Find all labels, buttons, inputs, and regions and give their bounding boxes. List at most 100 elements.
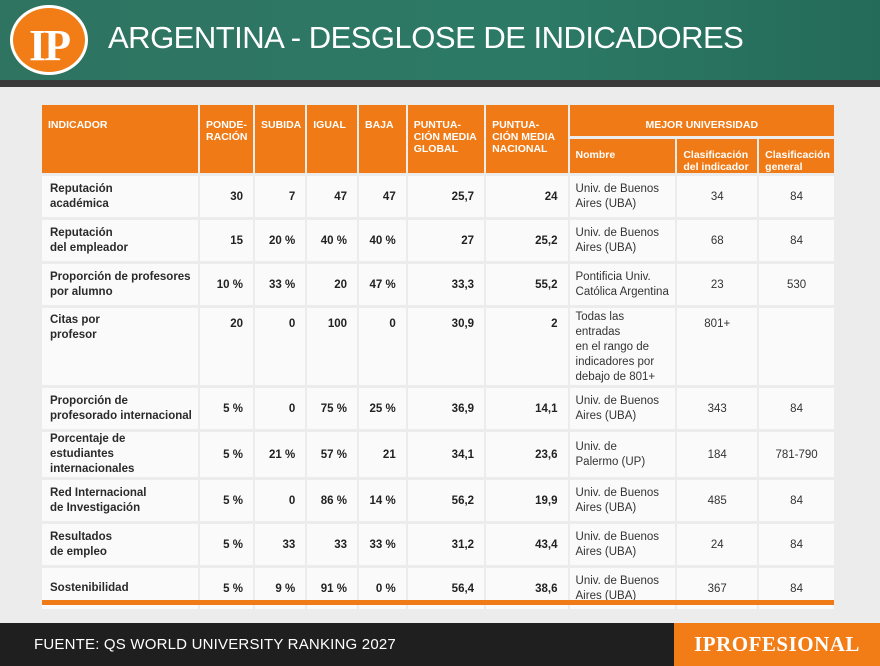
header-nacional: PUNTUA- CIÓN MEDIA NACIONAL <box>486 105 568 173</box>
cell-nombre: Univ. de Buenos Aires (UBA) <box>569 176 676 217</box>
cell-ponderacion: 5 % <box>200 480 253 521</box>
header-global: PUNTUA- CIÓN MEDIA GLOBAL <box>407 105 485 173</box>
header-divider <box>0 80 880 87</box>
cell-igual: 47 <box>307 176 357 217</box>
cell-ponderacion: 5 % <box>200 432 253 477</box>
cell-clas-general: 781-790 <box>759 432 834 477</box>
cell-clas-general: 84 <box>759 220 834 261</box>
header-clas-indicador: Clasificación del indicador <box>677 139 758 173</box>
table-row: Citas por profesor 20 0 100 0 30,9 2 Todas las … <box>42 308 834 385</box>
table-bottom-line <box>42 600 834 605</box>
cell-global: 33,3 <box>407 264 485 305</box>
table-row: Reputación académica 30 7 47 47 25,7 24 Univ. d… <box>42 176 834 217</box>
cell-indicador: Citas por profesor <box>42 308 199 385</box>
cell-indicador: Reputación del empleador <box>42 220 199 261</box>
cell-igual: 100 <box>307 308 357 385</box>
header-clas-general: Clasificación general <box>759 139 834 173</box>
cell-baja: 21 <box>359 432 406 477</box>
cell-clas-indicador: 184 <box>677 432 758 477</box>
header-subida: SUBIDA <box>254 105 306 173</box>
table-body: Reputación académica 30 7 47 47 25,7 24 Univ. d… <box>42 176 834 609</box>
cell-nacional: 24 <box>486 176 568 217</box>
ip-logo: IP <box>10 5 88 75</box>
header-indicador: INDICADOR <box>42 105 199 173</box>
cell-indicador: Proporción de profesores por alumno <box>42 264 199 305</box>
cell-subida: 0 <box>254 480 306 521</box>
table-row: Reputación del empleador 15 20 % 40 % 40 % 27… <box>42 220 834 261</box>
cell-subida: 7 <box>254 176 306 217</box>
cell-ponderacion: 5 % <box>200 388 253 429</box>
cell-clas-indicador: 34 <box>677 176 758 217</box>
cell-nacional: 14,1 <box>486 388 568 429</box>
cell-indicador: Proporción de profesorado internacional <box>42 388 199 429</box>
cell-baja: 47 <box>359 176 406 217</box>
cell-global: 34,1 <box>407 432 485 477</box>
cell-nombre: Univ. de Buenos Aires (UBA) <box>569 480 676 521</box>
cell-baja: 33 % <box>359 524 406 565</box>
table-row: Resultados de empleo 5 % 33 33 33 % 31,2 43,4 U… <box>42 524 834 565</box>
cell-indicador: Porcentaje de estudiantes internacionale… <box>42 432 199 477</box>
header-igual: IGUAL <box>307 105 357 173</box>
cell-nombre: Univ. de Palermo (UP) <box>569 432 676 477</box>
table-row: Proporción de profesorado internacional 5… <box>42 388 834 429</box>
cell-igual: 40 % <box>307 220 357 261</box>
cell-subida: 21 % <box>254 432 306 477</box>
logo-text: IP <box>29 21 71 70</box>
cell-ponderacion: 20 <box>200 308 253 385</box>
cell-nacional: 43,4 <box>486 524 568 565</box>
cell-nacional: 19,9 <box>486 480 568 521</box>
cell-baja: 40 % <box>359 220 406 261</box>
cell-ponderacion: 15 <box>200 220 253 261</box>
cell-clas-indicador: 24 <box>677 524 758 565</box>
cell-clas-indicador: 68 <box>677 220 758 261</box>
cell-indicador: Resultados de empleo <box>42 524 199 565</box>
cell-nacional: 25,2 <box>486 220 568 261</box>
footer-bar: FUENTE: QS WORLD UNIVERSITY RANKING 2027… <box>0 623 880 666</box>
cell-igual: 57 % <box>307 432 357 477</box>
cell-global: 25,7 <box>407 176 485 217</box>
cell-clas-indicador: 801+ <box>677 308 758 385</box>
cell-clas-general: 84 <box>759 176 834 217</box>
page-title: ARGENTINA - DESGLOSE DE INDICADORES <box>108 20 744 55</box>
cell-global: 36,9 <box>407 388 485 429</box>
cell-nombre: Todas las entradas en el rango de indica… <box>569 308 676 385</box>
cell-global: 27 <box>407 220 485 261</box>
cell-baja: 14 % <box>359 480 406 521</box>
main-content: INDICADOR PONDE- RACIÓN SUBIDA IGUAL BAJ… <box>0 87 880 623</box>
cell-baja: 0 <box>359 308 406 385</box>
cell-subida: 20 % <box>254 220 306 261</box>
cell-ponderacion: 10 % <box>200 264 253 305</box>
table-row: Porcentaje de estudiantes internacionale… <box>42 432 834 477</box>
brand-box: IPROFESIONAL <box>674 623 880 666</box>
cell-subida: 33 % <box>254 264 306 305</box>
cell-clas-indicador: 343 <box>677 388 758 429</box>
cell-global: 30,9 <box>407 308 485 385</box>
brand-logo: IPROFESIONAL <box>694 632 860 656</box>
cell-nombre: Univ. de Buenos Aires (UBA) <box>569 220 676 261</box>
cell-igual: 20 <box>307 264 357 305</box>
header-nombre: Nombre <box>569 139 676 173</box>
cell-igual: 33 <box>307 524 357 565</box>
cell-indicador: Red Internacional de Investigación <box>42 480 199 521</box>
cell-clas-general: 84 <box>759 480 834 521</box>
cell-global: 56,2 <box>407 480 485 521</box>
cell-nacional: 55,2 <box>486 264 568 305</box>
cell-baja: 25 % <box>359 388 406 429</box>
header-mejor-universidad: MEJOR UNIVERSIDAD <box>569 105 834 136</box>
cell-nombre: Pontificia Univ. Católica Argentina <box>569 264 676 305</box>
source-text: FUENTE: QS WORLD UNIVERSITY RANKING 2027 <box>34 636 396 653</box>
cell-nacional: 2 <box>486 308 568 385</box>
cell-clas-general <box>759 308 834 385</box>
cell-nombre: Univ. de Buenos Aires (UBA) <box>569 524 676 565</box>
table-row: Proporción de profesores por alumno 10 % 3… <box>42 264 834 305</box>
cell-baja: 47 % <box>359 264 406 305</box>
indicators-table: INDICADOR PONDE- RACIÓN SUBIDA IGUAL BAJ… <box>40 102 836 612</box>
cell-igual: 86 % <box>307 480 357 521</box>
table-row: Red Internacional de Investigación 5 % 0 86… <box>42 480 834 521</box>
cell-clas-general: 84 <box>759 388 834 429</box>
cell-nombre: Univ. de Buenos Aires (UBA) <box>569 388 676 429</box>
cell-ponderacion: 30 <box>200 176 253 217</box>
cell-clas-general: 84 <box>759 524 834 565</box>
cell-indicador: Reputación académica <box>42 176 199 217</box>
cell-clas-indicador: 23 <box>677 264 758 305</box>
